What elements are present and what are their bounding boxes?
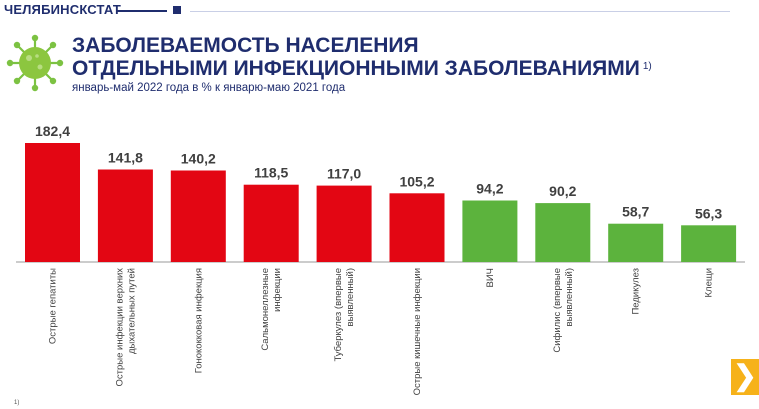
bar: [25, 143, 80, 262]
category-label: Острые кишечные инфекции: [412, 268, 423, 395]
category-label-line: Острые гепатиты: [48, 268, 59, 344]
bar: [681, 225, 737, 262]
data-label: 118,5: [254, 165, 288, 181]
data-label: 141,8: [108, 150, 143, 166]
category-label-line: Клещи: [704, 268, 715, 297]
category-label-line: Педикулез: [631, 268, 642, 315]
category-label-line: инфекции: [272, 268, 283, 312]
category-label-line: выявленный): [345, 268, 356, 326]
category-label-line: выявленный): [564, 268, 575, 326]
data-label: 105,2: [399, 173, 434, 189]
category-label: Сальмонеллезныеинфекции: [260, 268, 283, 351]
bar: [243, 184, 299, 262]
virus-icon: [6, 34, 64, 92]
brand-square: [173, 6, 181, 14]
category-label-line: ВИЧ: [485, 268, 496, 288]
category-label: Сифилис (впервыевыявленный): [552, 268, 575, 353]
chevron-right-icon: ❯: [733, 360, 757, 391]
header-rule: [190, 11, 730, 12]
page-title: ЗАБОЛЕВАЕМОСТЬ НАСЕЛЕНИЯ ОТДЕЛЬНЫМИ ИНФЕ…: [72, 34, 652, 80]
category-label: Клещи: [704, 268, 715, 297]
title-line-1: ЗАБОЛЕВАЕМОСТЬ НАСЕЛЕНИЯ: [72, 34, 419, 57]
brand-line: [117, 10, 167, 12]
category-label-line: Острые инфекции верхних: [114, 268, 125, 387]
bar: [462, 200, 518, 262]
category-label: Острые инфекции верхнихдыхательных путей: [114, 268, 137, 387]
title-footnote-mark: 1): [642, 61, 652, 72]
category-label-line: Острые кишечные инфекции: [412, 268, 423, 395]
bar: [170, 170, 226, 262]
category-label: Туберкулез (впервыевыявленный): [333, 268, 356, 362]
next-slide-button[interactable]: ❯: [731, 359, 759, 395]
category-label: Гонококковая инфекция: [193, 268, 204, 373]
category-label-line: Гонококковая инфекция: [193, 268, 204, 373]
data-label: 117,0: [327, 166, 361, 182]
category-label-line: Сифилис (впервые: [552, 268, 563, 353]
footnote-mark: 1): [14, 400, 20, 406]
chart-subtitle: январь-май 2022 года в % к январю-маю 20…: [72, 82, 346, 94]
data-label: 58,7: [622, 204, 649, 220]
category-label: ВИЧ: [485, 268, 496, 288]
data-label: 94,2: [476, 181, 503, 197]
data-label: 140,2: [181, 151, 216, 167]
category-label: Педикулез: [631, 268, 642, 315]
bar: [608, 223, 664, 262]
category-label-line: дыхательных путей: [126, 268, 137, 354]
title-line-2: ОТДЕЛЬНЫМИ ИНФЕКЦИОННЫМИ ЗАБОЛЕВАНИЯМИ: [72, 57, 640, 80]
bar: [97, 169, 153, 262]
data-label: 56,3: [695, 205, 722, 221]
data-label: 90,2: [549, 183, 576, 199]
brand-name: ЧЕЛЯБИНСКСТАТ: [4, 2, 121, 17]
data-label: 182,4: [35, 123, 70, 139]
category-label-line: Туберкулез (впервые: [333, 268, 344, 362]
bar: [389, 193, 445, 262]
bar: [316, 185, 372, 262]
category-label-line: Сальмонеллезные: [260, 268, 271, 351]
bar: [535, 203, 591, 262]
category-label: Острые гепатиты: [48, 268, 59, 344]
